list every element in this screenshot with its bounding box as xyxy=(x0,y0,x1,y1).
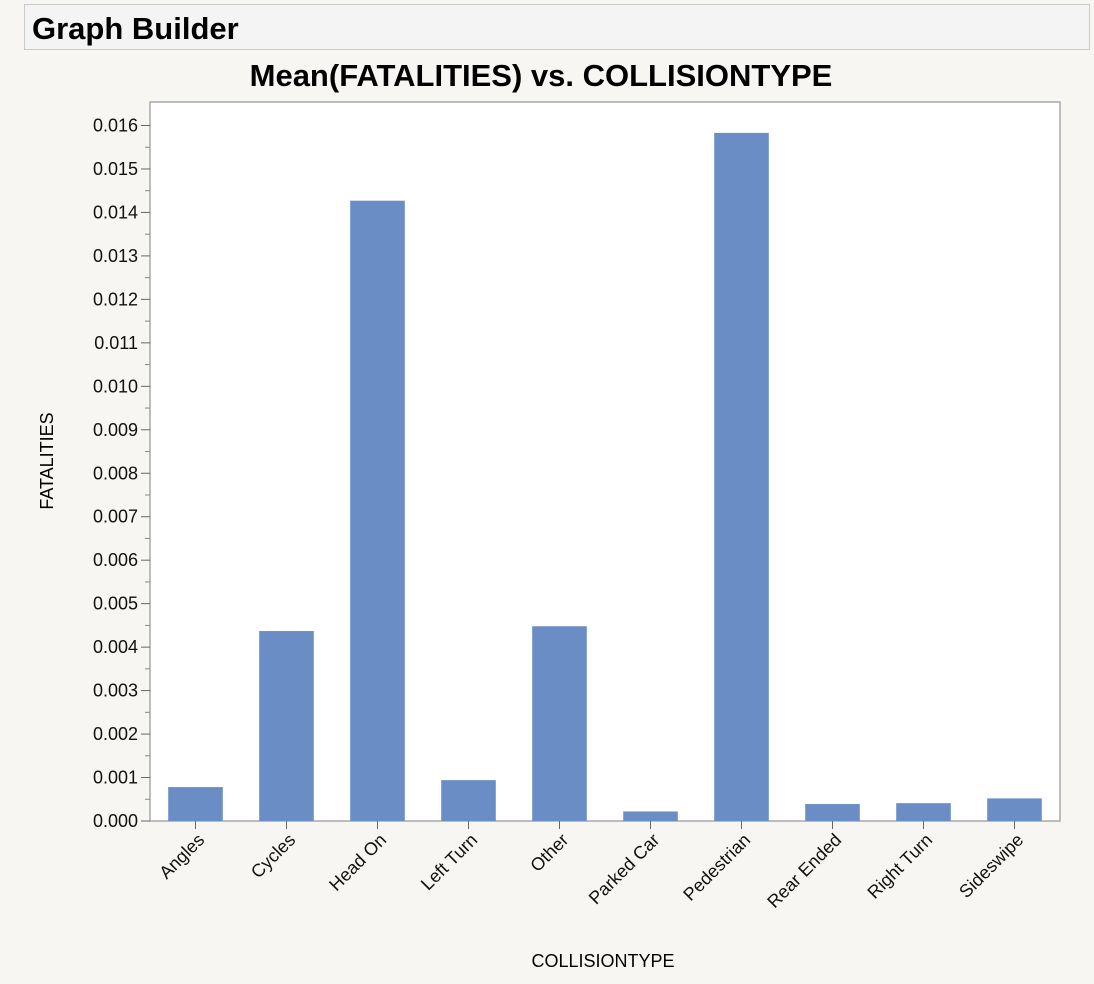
x-tick-label: Left Turn xyxy=(417,830,481,894)
bars xyxy=(168,132,1042,822)
bar-rear-ended[interactable] xyxy=(805,804,860,821)
y-tick-label: 0.013 xyxy=(93,246,138,266)
bar-angles[interactable] xyxy=(168,787,223,821)
x-tick-label: Head On xyxy=(325,830,390,895)
y-tick-label: 0.008 xyxy=(93,463,138,483)
y-axis: 0.000 0.001 0.002 0.003 0.004 0.005 0.006 0.007… xyxy=(93,116,150,831)
bar-left-turn[interactable] xyxy=(441,780,496,821)
y-tick-label: 0.014 xyxy=(93,202,138,222)
y-axis-title: FATALITIES xyxy=(37,412,57,509)
y-tick-label: 0.016 xyxy=(93,116,138,136)
x-tick-label: Rear Ended xyxy=(763,830,845,912)
x-axis-title: COLLISIONTYPE xyxy=(531,951,674,971)
graph-builder-header: Graph Builder xyxy=(24,4,1090,50)
x-tick-label: Other xyxy=(526,830,572,876)
y-tick-label: 0.004 xyxy=(93,637,138,657)
y-tick-label: 0.000 xyxy=(93,811,138,831)
bar-right-turn[interactable] xyxy=(896,803,951,821)
bar-head-on[interactable] xyxy=(350,200,405,822)
y-tick-label: 0.006 xyxy=(93,550,138,570)
bar-other[interactable] xyxy=(532,626,587,821)
window-title: Graph Builder xyxy=(32,11,239,46)
y-tick-label: 0.002 xyxy=(93,724,138,744)
y-tick-label: 0.009 xyxy=(93,420,138,440)
y-tick-label: 0.007 xyxy=(93,507,138,527)
x-tick-label: Right Turn xyxy=(863,830,936,903)
bar-parked-car[interactable] xyxy=(623,811,678,821)
x-tick-label: Parked Car xyxy=(585,830,664,909)
x-axis: Angles Cycles Head On Left Turn Other Parked … xyxy=(155,821,1027,912)
x-tick-label: Pedestrian xyxy=(679,830,754,905)
y-tick-label: 0.011 xyxy=(94,333,138,353)
x-tick-label: Sideswipe xyxy=(955,830,1027,902)
x-tick-label: Cycles xyxy=(247,830,299,882)
y-tick-label: 0.005 xyxy=(93,594,138,614)
chart-title: Mean(FATALITIES) vs. COLLISIONTYPE xyxy=(249,58,833,93)
y-tick-label: 0.012 xyxy=(93,289,138,309)
bar-sideswipe[interactable] xyxy=(987,798,1042,821)
bar-pedestrian[interactable] xyxy=(714,132,769,821)
x-tick-label: Angles xyxy=(155,830,208,883)
y-tick-label: 0.015 xyxy=(93,159,138,179)
y-tick-label: 0.003 xyxy=(93,681,138,701)
y-tick-label: 0.010 xyxy=(93,376,138,396)
y-tick-label: 0.001 xyxy=(93,768,138,788)
bar-cycles[interactable] xyxy=(259,631,314,821)
